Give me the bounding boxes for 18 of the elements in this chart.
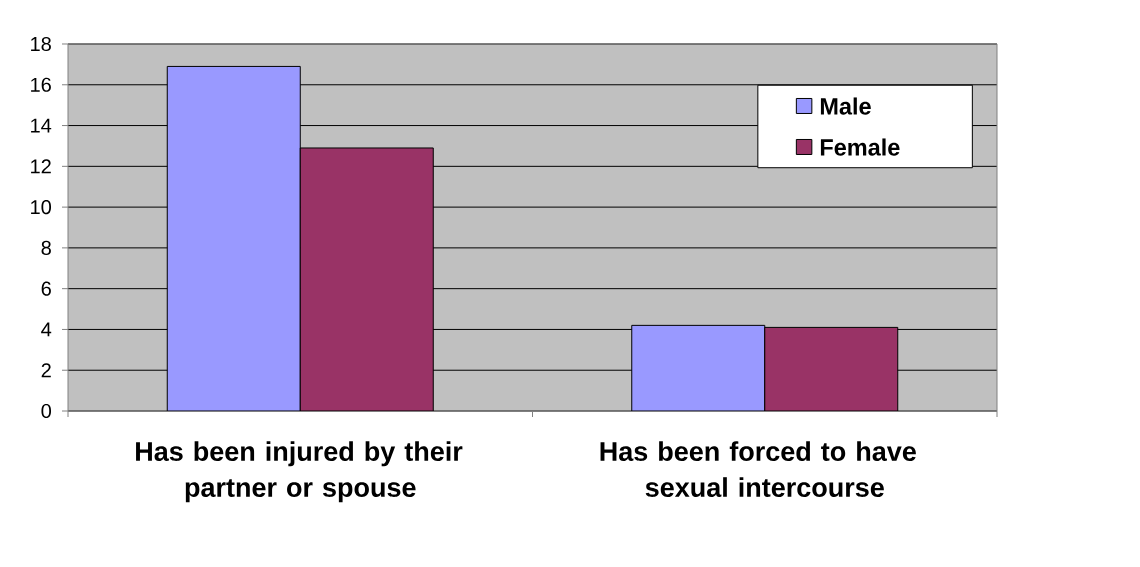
bar: [166, 65, 301, 411]
bar: [764, 326, 899, 411]
x-tick-label: Has been injured by their partner or spouse: [136, 441, 463, 503]
y-tick-label: 16: [31, 77, 51, 92]
x-tick-label: Has been forced to have sexual intercourse: [600, 441, 916, 498]
bar: [299, 147, 434, 411]
y-tick-label: 12: [31, 159, 51, 174]
bar: [631, 324, 766, 411]
y-tick-label: 0: [41, 403, 52, 419]
y-tick-label: 6: [41, 281, 51, 296]
y-tick-label: 14: [31, 118, 52, 133]
legend-label: Male: [820, 97, 871, 115]
y-tick-label: 2: [41, 363, 51, 378]
y-tick-label: 10: [31, 200, 52, 215]
y-tick-label: 4: [41, 322, 52, 337]
y-tick-label: 8: [41, 240, 51, 255]
y-tick-label: 18: [31, 36, 51, 52]
legend-label: Female: [820, 138, 900, 156]
